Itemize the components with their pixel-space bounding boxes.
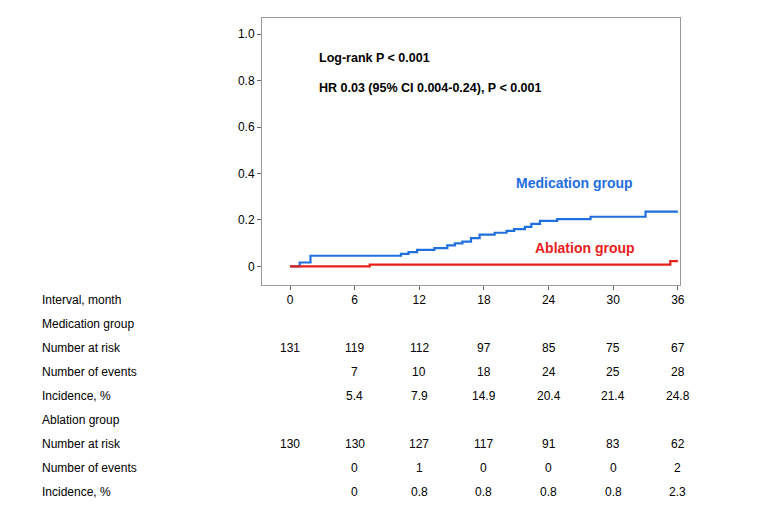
svg-text:0: 0	[545, 461, 552, 475]
svg-text:0: 0	[610, 461, 617, 475]
svg-text:130: 130	[280, 437, 300, 451]
svg-text:HR 0.03 (95% CI 0.004-0.24), P: HR 0.03 (95% CI 0.004-0.24), P < 0.001	[319, 81, 542, 95]
svg-text:14.9: 14.9	[472, 389, 496, 403]
svg-text:0.8: 0.8	[475, 485, 492, 499]
svg-text:36: 36	[671, 293, 685, 307]
svg-text:0: 0	[248, 260, 255, 274]
svg-text:24: 24	[542, 365, 556, 379]
svg-text:127: 127	[409, 437, 429, 451]
svg-text:0.8: 0.8	[411, 485, 428, 499]
svg-text:Number at risk: Number at risk	[42, 437, 121, 451]
svg-text:Ablation group: Ablation group	[42, 413, 120, 427]
svg-text:0: 0	[287, 293, 294, 307]
svg-text:91: 91	[542, 437, 556, 451]
svg-text:1: 1	[416, 461, 423, 475]
svg-text:Medication group: Medication group	[516, 175, 633, 191]
svg-text:131: 131	[280, 341, 300, 355]
svg-text:0.8: 0.8	[238, 74, 255, 88]
svg-text:5.4: 5.4	[346, 389, 363, 403]
svg-text:Incidence, %: Incidence, %	[42, 485, 111, 499]
svg-text:Incidence, %: Incidence, %	[42, 389, 111, 403]
svg-text:Log-rank P < 0.001: Log-rank P < 0.001	[319, 51, 430, 65]
svg-text:20.4: 20.4	[537, 389, 561, 403]
svg-text:0.6: 0.6	[238, 120, 255, 134]
svg-text:Number of events: Number of events	[42, 365, 137, 379]
svg-text:18: 18	[477, 293, 491, 307]
svg-text:7: 7	[351, 365, 358, 379]
svg-text:28: 28	[671, 365, 685, 379]
svg-text:24: 24	[542, 293, 556, 307]
svg-text:130: 130	[345, 437, 365, 451]
svg-text:83: 83	[606, 437, 620, 451]
svg-text:85: 85	[542, 341, 556, 355]
svg-text:75: 75	[606, 341, 620, 355]
svg-text:67: 67	[671, 341, 685, 355]
svg-text:112: 112	[410, 341, 429, 355]
svg-text:Number at risk: Number at risk	[42, 341, 121, 355]
svg-text:0.8: 0.8	[540, 485, 557, 499]
svg-text:0: 0	[480, 461, 487, 475]
svg-text:18: 18	[477, 365, 491, 379]
svg-text:25: 25	[606, 365, 620, 379]
svg-text:2: 2	[674, 461, 681, 475]
svg-text:97: 97	[477, 341, 491, 355]
svg-text:62: 62	[671, 437, 685, 451]
svg-text:21.4: 21.4	[601, 389, 625, 403]
svg-text:6: 6	[351, 293, 358, 307]
svg-text:0.8: 0.8	[605, 485, 622, 499]
svg-text:0: 0	[351, 461, 358, 475]
svg-text:Number of events: Number of events	[42, 461, 137, 475]
svg-text:Medication group: Medication group	[42, 317, 134, 331]
svg-text:0.4: 0.4	[238, 167, 255, 181]
svg-text:2.3: 2.3	[669, 485, 686, 499]
svg-text:0.2: 0.2	[238, 213, 255, 227]
svg-text:24.8: 24.8	[666, 389, 690, 403]
svg-text:Ablation group: Ablation group	[535, 240, 635, 256]
svg-text:10: 10	[412, 365, 426, 379]
svg-text:12: 12	[413, 293, 427, 307]
svg-text:1.0: 1.0	[238, 27, 255, 41]
svg-text:117: 117	[474, 437, 493, 451]
svg-text:0: 0	[351, 485, 358, 499]
svg-text:30: 30	[607, 293, 621, 307]
svg-text:119: 119	[345, 341, 364, 355]
svg-text:7.9: 7.9	[411, 389, 428, 403]
svg-text:Interval, month: Interval, month	[42, 293, 121, 307]
